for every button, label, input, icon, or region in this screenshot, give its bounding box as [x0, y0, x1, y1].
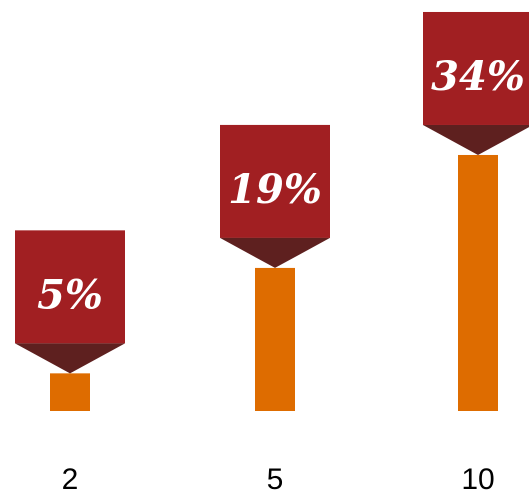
callout-box-2	[15, 230, 125, 344]
data-label-10: 34%	[431, 53, 525, 100]
data-label-5: 19%	[228, 166, 322, 213]
callout-box-10	[423, 11, 529, 125]
callout-pointer-5	[220, 237, 330, 268]
bar-5	[255, 267, 295, 411]
tick-label-10: 10	[461, 463, 494, 496]
tick-label-2: 2	[62, 463, 79, 496]
callout-pointer-2	[15, 343, 125, 374]
callout-box-5	[220, 124, 330, 238]
tick-label-5: 5	[267, 463, 284, 496]
plot-area: 5% 2 19% 5 34% 10	[15, 11, 529, 496]
callout-pointer-10	[423, 124, 529, 155]
data-label-2: 5%	[37, 271, 103, 318]
bar-2	[50, 373, 90, 411]
bar-10	[458, 154, 498, 412]
